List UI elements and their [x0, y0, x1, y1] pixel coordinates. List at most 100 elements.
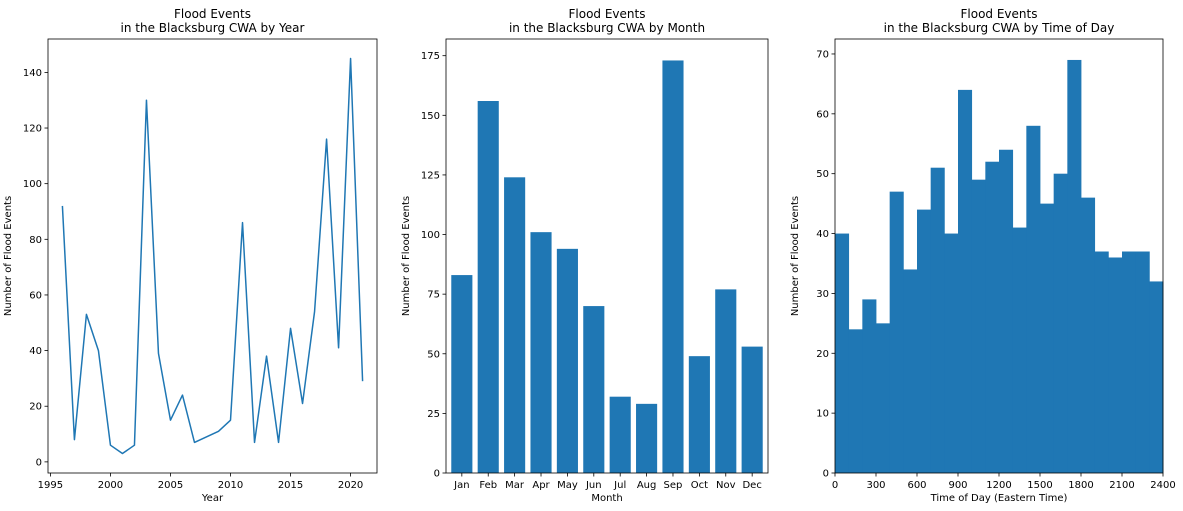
histogram-bar — [917, 209, 932, 473]
y-axis-label: Number of Flood Events — [3, 196, 14, 316]
y-tick-label: 40 — [29, 346, 42, 357]
bar — [504, 177, 526, 474]
x-tick-label: Mar — [505, 480, 525, 491]
x-tick-label: Oct — [691, 480, 708, 491]
bar — [530, 232, 552, 473]
bar — [451, 275, 473, 473]
x-tick-label: Apr — [532, 480, 550, 491]
histogram-bar — [1040, 203, 1055, 473]
bar — [662, 60, 684, 473]
histogram-bar — [903, 269, 918, 473]
histogram-bar — [889, 191, 904, 474]
subplot-2 — [442, 38, 769, 477]
x-tick-label: Jan — [453, 480, 469, 491]
chart-title-line-1: Flood Events — [174, 7, 251, 21]
x-tick-label: 1800 — [1068, 480, 1093, 491]
histogram-bar — [848, 329, 863, 473]
y-tick-label: 40 — [816, 229, 829, 240]
bar — [688, 356, 710, 473]
y-tick-label: 75 — [427, 290, 440, 301]
x-tick-label: 2000 — [98, 480, 123, 491]
x-axis-label: Month — [591, 493, 622, 504]
chart-title-line-2: in the Blacksburg CWA by Month — [509, 21, 705, 35]
y-tick-label: 70 — [816, 49, 829, 60]
y-tick-label: 140 — [23, 68, 42, 79]
y-tick-label: 150 — [421, 111, 440, 122]
histogram-bar — [930, 167, 945, 474]
y-tick-label: 0 — [36, 457, 42, 468]
y-tick-label: 25 — [427, 409, 440, 420]
x-tick-label: May — [557, 480, 578, 491]
bar — [556, 248, 578, 473]
y-tick-label: 0 — [823, 469, 829, 480]
x-tick-label: 1500 — [1027, 480, 1052, 491]
y-tick-label: 0 — [434, 469, 440, 480]
y-tick-label: 30 — [816, 289, 829, 300]
chart-title-line-1: Flood Events — [569, 7, 646, 21]
histogram-bar — [944, 233, 959, 473]
y-tick-label: 50 — [427, 349, 440, 360]
y-tick-label: 100 — [23, 179, 42, 190]
x-tick-label: 1995 — [38, 480, 63, 491]
histogram-bar — [1012, 227, 1027, 473]
x-tick-label: 2010 — [218, 480, 243, 491]
x-tick-label: 1200 — [986, 480, 1011, 491]
y-tick-label: 80 — [29, 235, 42, 246]
x-tick-label: 2020 — [338, 480, 363, 491]
histogram-bar — [1053, 173, 1068, 474]
histogram-bar — [1149, 281, 1164, 473]
x-tick-label: Feb — [479, 480, 497, 491]
bar — [583, 306, 605, 473]
histogram-bar — [876, 323, 891, 473]
y-tick-label: 120 — [23, 124, 42, 135]
histogram-bar — [835, 233, 850, 473]
x-tick-label: 900 — [948, 480, 967, 491]
chart-title-line-2: in the Blacksburg CWA by Time of Day — [884, 21, 1115, 35]
chart-title-line-1: Flood Events — [961, 7, 1038, 21]
y-axis-label: Number of Flood Events — [790, 196, 801, 316]
histogram-bar — [1094, 251, 1109, 473]
x-tick-label: 2005 — [158, 480, 183, 491]
histogram-bar — [862, 299, 877, 473]
x-tick-label: Aug — [637, 480, 657, 491]
histogram-bar — [985, 161, 1000, 474]
y-tick-label: 20 — [816, 349, 829, 360]
x-tick-label: Jun — [585, 480, 602, 491]
chart-title-line-2: in the Blacksburg CWA by Year — [121, 21, 305, 35]
axes-frame — [445, 38, 769, 474]
x-tick-label: Dec — [742, 480, 761, 491]
x-tick-label: Jul — [613, 480, 626, 491]
y-axis-label: Number of Flood Events — [401, 196, 412, 316]
x-tick-label: 2015 — [278, 480, 303, 491]
x-tick-label: Sep — [664, 480, 683, 491]
bar — [636, 403, 658, 473]
x-axis-label: Year — [201, 493, 224, 504]
y-tick-label: 60 — [816, 109, 829, 120]
histogram-bar — [1122, 251, 1137, 473]
x-tick-label: 2400 — [1150, 480, 1175, 491]
y-tick-label: 50 — [816, 169, 829, 180]
y-tick-label: 100 — [421, 230, 440, 241]
subplot-3 — [831, 38, 1164, 477]
x-tick-label: 600 — [907, 480, 926, 491]
x-axis-label: Time of Day (Eastern Time) — [930, 493, 1068, 504]
y-tick-label: 10 — [816, 409, 829, 420]
bar — [741, 346, 763, 473]
y-tick-label: 125 — [421, 170, 440, 181]
histogram-bar — [1135, 251, 1150, 473]
histogram-bar — [958, 89, 973, 474]
subplot-1 — [44, 38, 378, 477]
histogram-bar — [971, 179, 986, 474]
y-tick-label: 60 — [29, 290, 42, 301]
x-tick-label: 2100 — [1109, 480, 1134, 491]
histogram-bar — [1108, 257, 1123, 473]
histogram-bar — [1081, 197, 1096, 474]
x-tick-label: 0 — [832, 480, 838, 491]
bar — [477, 101, 499, 473]
axes-frame — [47, 38, 378, 474]
histogram-bar — [1026, 125, 1041, 474]
series-line — [61, 57, 364, 455]
x-tick-label: Nov — [716, 480, 736, 491]
y-tick-label: 20 — [29, 402, 42, 413]
